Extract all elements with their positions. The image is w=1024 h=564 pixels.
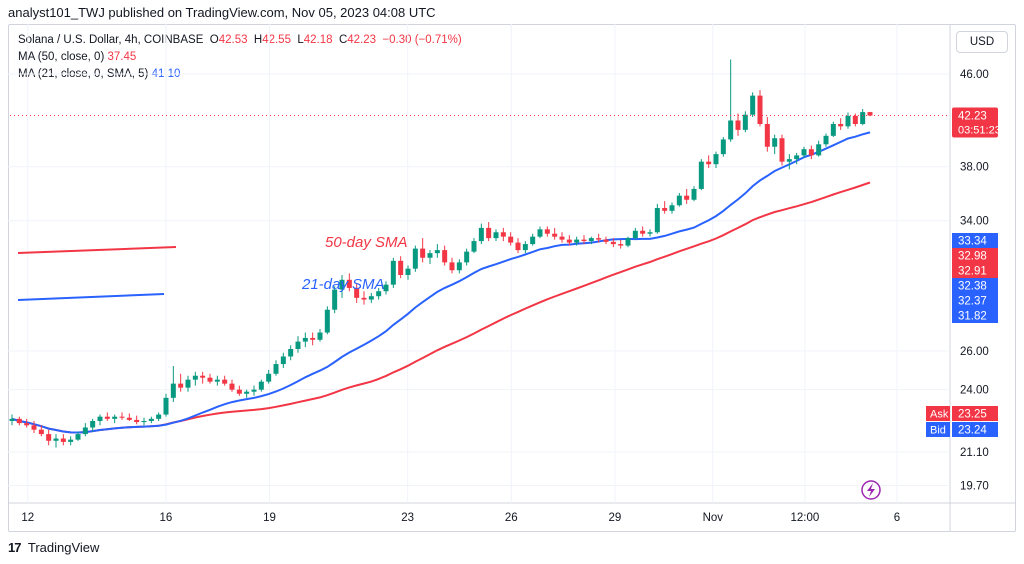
ohlc-open: 42.53 xyxy=(218,34,248,46)
ma50-label: MA (50, close, 0) xyxy=(18,51,105,63)
currency-button[interactable]: USD xyxy=(956,31,1008,53)
ma21-legend: MA (21, close, 0, SMA, 5) 41.10 xyxy=(18,68,180,80)
ohlc-high: 42.55 xyxy=(262,34,291,46)
tradingview-logo-icon: 17 xyxy=(8,540,22,555)
publisher-caption: analyst101_TWJ published on TradingView.… xyxy=(8,5,436,20)
ohlc-open-label: O xyxy=(209,34,219,46)
chart-frame xyxy=(8,24,1016,532)
symbol-name: Solana / U.S. Dollar, 4h, COINBASE xyxy=(18,34,204,46)
ma50-legend: MA (50, close, 0) 37.45 xyxy=(18,51,136,63)
footer-brand: 17 TradingView xyxy=(8,540,99,555)
brand-name: TradingView xyxy=(27,540,100,555)
price-change: −0.30 (−0.71%) xyxy=(382,34,462,46)
ohlc-low-label: L xyxy=(297,34,304,46)
ma50-value: 37.45 xyxy=(107,51,137,63)
ohlc-high-label: H xyxy=(253,34,263,46)
symbol-legend: Solana / U.S. Dollar, 4h, COINBASE O42.5… xyxy=(18,34,462,46)
ohlc-close-label: C xyxy=(338,34,348,46)
ma21-value: 41.10 xyxy=(151,68,181,80)
ohlc-low: 42.18 xyxy=(303,34,333,46)
ma21-label: MA (21, close, 0, SMA, 5) xyxy=(18,68,149,80)
ohlc-close: 42.23 xyxy=(347,34,377,46)
